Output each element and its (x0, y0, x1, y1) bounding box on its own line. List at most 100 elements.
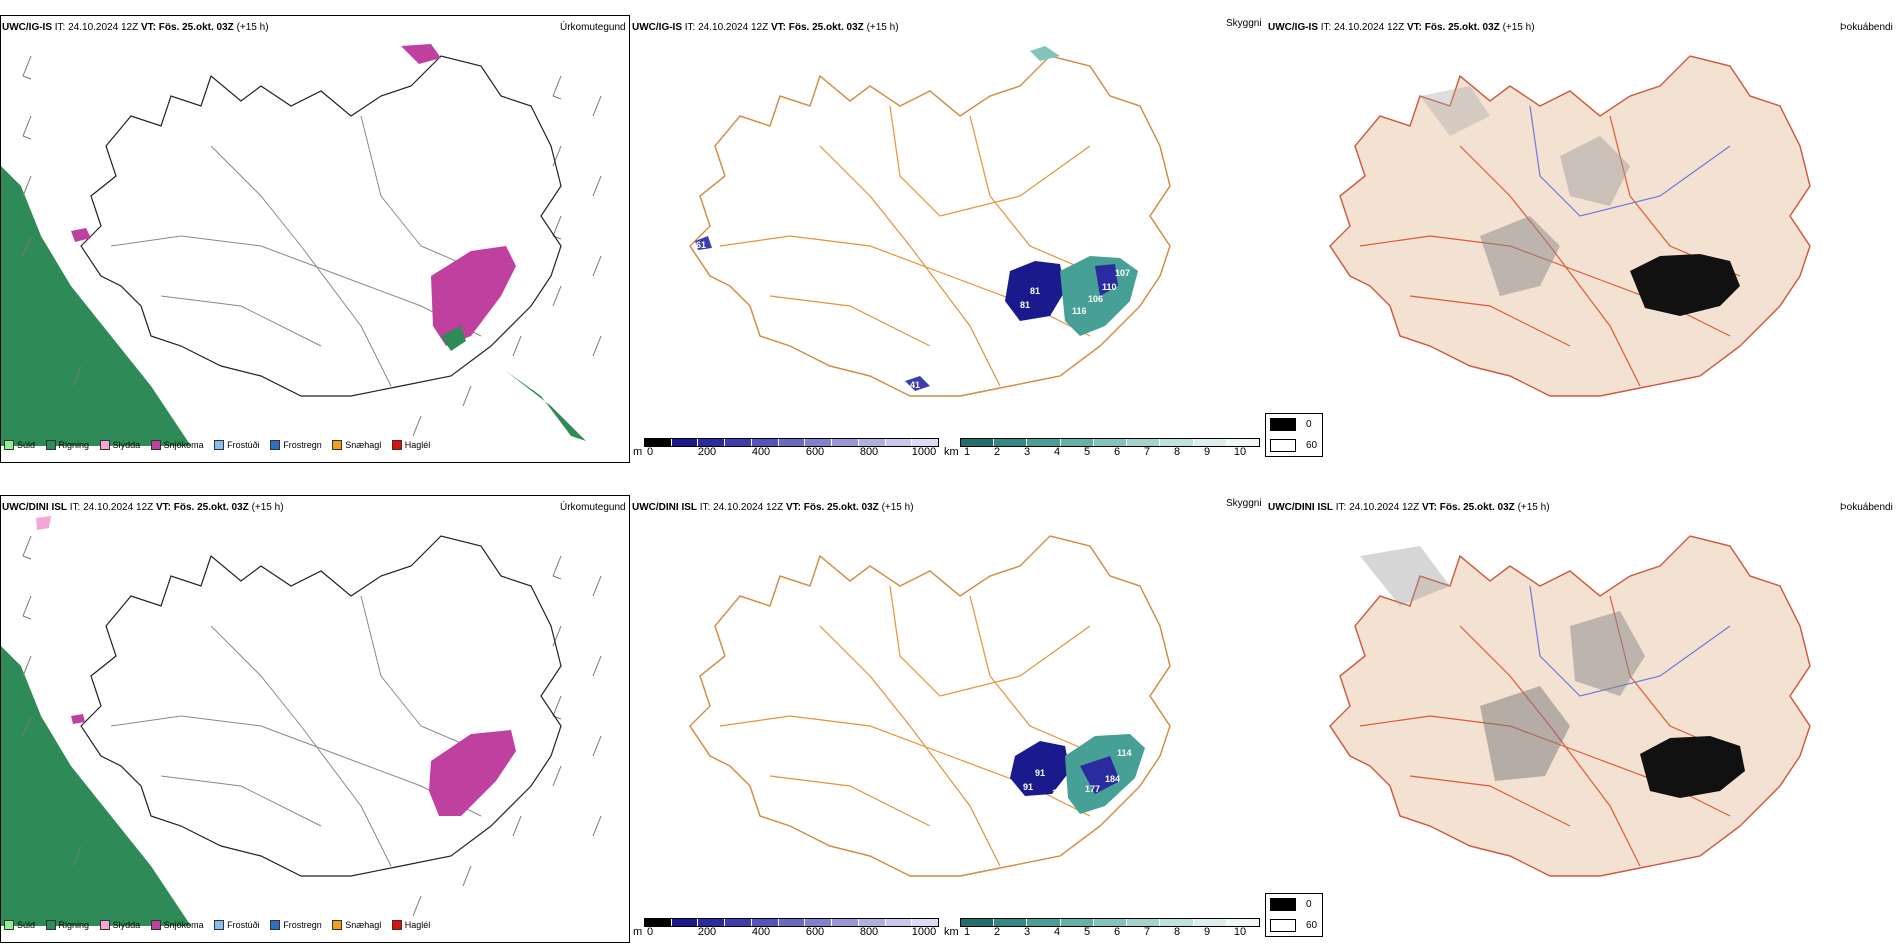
init-time: IT: 24.10.2024 12Z (69, 502, 154, 513)
tick-label: 2 (993, 926, 1001, 938)
tick-label: 6 (1113, 446, 1121, 458)
legend-item: Slydda (99, 920, 141, 930)
fog-legend-row: 0 (1270, 418, 1312, 431)
tick-label: 5 (1083, 446, 1091, 458)
rain-area-se (441, 326, 466, 351)
tick-label: 9 (1203, 926, 1211, 938)
legend-swatch (4, 440, 14, 450)
legend-label: Snjókoma (163, 440, 204, 450)
fog-legend-row: 60 (1270, 439, 1317, 452)
legend-label: Snæhagl (345, 920, 382, 930)
precip-legend: Súld Rigning Slydda Snjókoma Frostúði Fr… (4, 440, 438, 452)
fog-map[interactable] (1300, 36, 1900, 436)
cloudbase-label: 177 (1085, 784, 1100, 794)
tick-label: 10 (1233, 446, 1247, 458)
tick-label: 8 (1173, 926, 1181, 938)
fog-area-grey (1560, 136, 1630, 206)
legend-item: Snæhagl (332, 440, 381, 450)
cloudbase-label: 184 (1105, 774, 1120, 784)
cloudbase-label: 110 (1102, 282, 1117, 292)
cloudbase-area (1005, 261, 1065, 321)
vis-map[interactable]: 91 91 103 177 184 114 (640, 516, 1240, 916)
fog-map[interactable] (1300, 516, 1900, 916)
legend-swatch (45, 920, 56, 930)
legend-item: Súld (4, 440, 35, 450)
tick-label: 600 (805, 926, 825, 938)
cloudbase-label: 81 (1030, 286, 1040, 296)
legend-swatch (332, 440, 343, 450)
init-time: IT: 24.10.2024 12Z (684, 22, 769, 33)
legend-label: Snæhagl (345, 440, 382, 450)
lead-time: (+15 h) (881, 502, 914, 513)
tick-label: 600 (805, 446, 825, 458)
model-name: UWC/IG-IS (2, 22, 52, 33)
vis-unit: km (944, 926, 959, 938)
legend-label: Haglél (404, 920, 431, 930)
cloudbase-label: 61 (696, 240, 706, 250)
fog-area-grey (1480, 686, 1570, 781)
fog-legend-row: 60 (1270, 919, 1317, 932)
fog-area-grey (1360, 546, 1450, 606)
snow-area-w (71, 228, 91, 242)
legend-label: Rigning (58, 440, 90, 450)
legend-swatch (150, 920, 161, 930)
init-time: IT: 24.10.2024 12Z (699, 502, 784, 513)
cloudbase-colorbar (644, 918, 939, 927)
cloudbase-label: 106 (1088, 294, 1103, 304)
tick-label: 400 (751, 446, 771, 458)
tick-label: 2 (993, 446, 1001, 458)
fog-map-title: UWC/DINI ISL IT: 24.10.2024 12Z VT: Fös.… (1268, 502, 1550, 513)
legend-label: Slydda (112, 920, 141, 930)
init-time: IT: 24.10.2024 12Z (54, 22, 139, 33)
cloudbase-label: 91 (1023, 782, 1033, 792)
fog-area-dark (1630, 254, 1740, 316)
valid-label: VT: (770, 22, 786, 33)
cloudbase-ticks: 0 200 400 600 800 1000 (644, 926, 939, 940)
vis-map[interactable]: 81 81 107 110 106 116 61 41 41 (640, 36, 1240, 436)
precip-map[interactable] (1, 36, 629, 446)
vis-colorbar (960, 438, 1260, 447)
tick-label: 7 (1143, 926, 1151, 938)
fog-area-dark (1640, 736, 1745, 798)
valid-time: Fös. 25.okt. 03Z (803, 502, 879, 513)
precip-map-type: Úrkomutegund (560, 22, 626, 33)
cloudbase-label: 91 (1035, 768, 1045, 778)
legend-item: Frostregn (270, 440, 322, 450)
legend-swatch (391, 920, 402, 930)
legend-swatch (45, 440, 56, 450)
legend-label: Súld (17, 440, 36, 450)
legend-item: Snæhagl (332, 920, 381, 930)
tick-label: 200 (697, 446, 717, 458)
legend-swatch (332, 920, 343, 930)
lead-time: (+15 h) (1502, 22, 1535, 33)
tick-label: 0 (646, 926, 654, 938)
fog-legend: 0 60 (1265, 893, 1323, 937)
cloudbase-area (1080, 756, 1120, 794)
tick-label: 3 (1023, 446, 1031, 458)
model-name: UWC/DINI ISL (2, 502, 67, 513)
legend-label: Haglél (404, 440, 431, 450)
vis-ticks: 1 2 3 4 5 6 7 8 9 10 (960, 926, 1260, 940)
legend-item: Súld (4, 920, 35, 930)
vis-label: 41 (910, 380, 920, 390)
fog-map-title: UWC/IG-IS IT: 24.10.2024 12Z VT: Fös. 25… (1268, 22, 1535, 33)
vis-map-title: UWC/IG-IS IT: 24.10.2024 12Z VT: Fös. 25… (632, 22, 899, 33)
valid-label: VT: (1406, 22, 1422, 33)
legend-item: Rigning (45, 440, 90, 450)
cloudbase-ticks: 0 200 400 600 800 1000 (644, 446, 939, 460)
precip-map[interactable] (1, 516, 629, 926)
vis-map-type: Skyggni (1226, 18, 1262, 29)
fog-area-grey (1570, 611, 1645, 696)
fog-swatch (1270, 418, 1296, 431)
legend-item: Slydda (99, 440, 140, 450)
valid-label: VT: (785, 502, 801, 513)
legend-swatch (214, 440, 225, 450)
tick-label: 4 (1053, 446, 1061, 458)
legend-label: Snjókoma (163, 920, 204, 930)
row-2: UWC/DINI ISL IT: 24.10.2024 12Z VT: Fös.… (0, 480, 1900, 950)
legend-swatch (214, 920, 225, 930)
legend-swatch (99, 920, 110, 930)
model-name: UWC/IG-IS (1268, 22, 1318, 33)
precip-legend: Súld Rigning Slydda Snjókoma Frostúði Fr… (4, 920, 438, 932)
vis-area-n (1030, 46, 1060, 61)
